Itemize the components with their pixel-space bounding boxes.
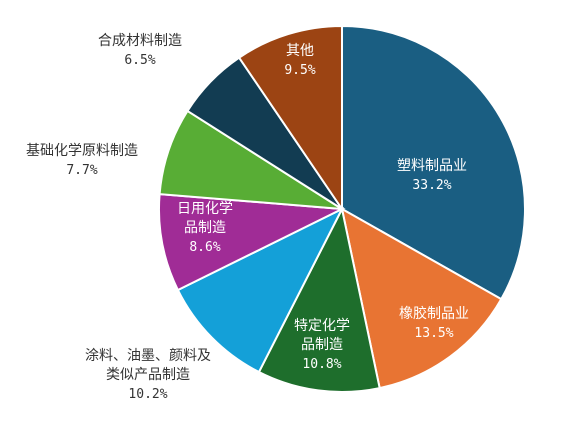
pie-slices xyxy=(158,24,526,393)
pie-labels: 塑料制品业33.2%橡胶制品业13.5%特定化学品制造10.8%涂料、油墨、颜料… xyxy=(26,33,469,402)
slice-name-label: 品制造 xyxy=(301,337,343,353)
slice-name-label: 合成材料制造 xyxy=(98,33,182,49)
slice-name-label: 品制造 xyxy=(184,220,226,236)
slice-name-label: 类似产品制造 xyxy=(106,367,190,383)
slice-name-label: 其他 xyxy=(286,43,314,59)
slice-value-label: 33.2% xyxy=(412,178,451,193)
slice-value-label: 6.5% xyxy=(124,53,155,68)
slice-value-label: 10.2% xyxy=(128,387,167,402)
slice-name-label: 日用化学 xyxy=(177,201,233,217)
pie-slice xyxy=(341,24,526,301)
pie-slice xyxy=(340,207,503,390)
pie-slice xyxy=(176,206,345,374)
slice-value-label: 10.8% xyxy=(302,357,341,372)
slice-name-label: 塑料制品业 xyxy=(397,158,467,174)
pie-slice xyxy=(158,192,346,292)
pie-slice xyxy=(237,24,343,213)
pie-slice xyxy=(257,206,381,393)
slice-name-label: 涂料、油墨、颜料及 xyxy=(85,348,211,364)
slice-value-label: 9.5% xyxy=(284,63,315,78)
slice-value-label: 8.6% xyxy=(189,240,220,255)
slice-name-label: 基础化学原料制造 xyxy=(26,142,138,159)
slice-name-label: 特定化学 xyxy=(294,318,350,334)
slice-name-label: 橡胶制品业 xyxy=(399,305,469,322)
slice-value-label: 13.5% xyxy=(414,326,453,341)
slice-value-label: 7.7% xyxy=(66,163,97,178)
